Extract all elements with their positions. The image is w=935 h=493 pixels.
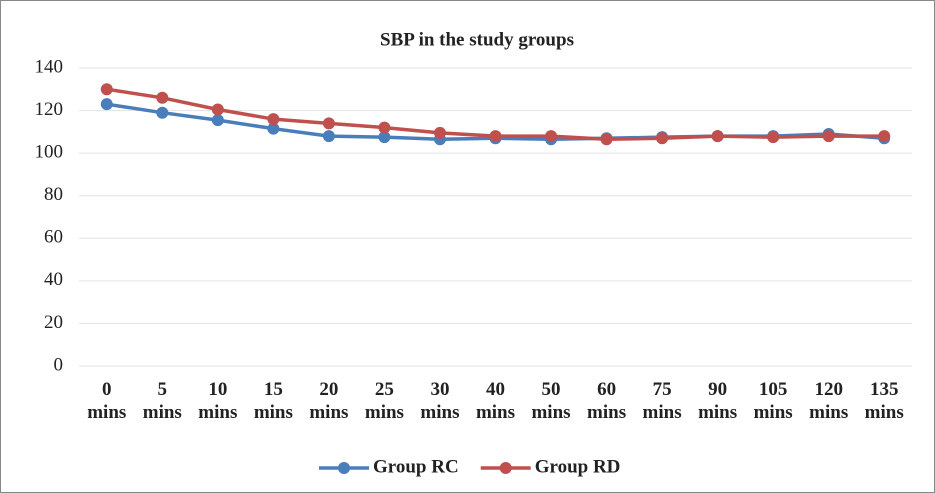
point <box>267 113 280 126</box>
point <box>211 114 224 127</box>
y-tick-label: 60 <box>44 227 63 248</box>
point <box>100 83 113 96</box>
point <box>156 91 169 104</box>
x-tick-label: 25 mins <box>364 379 404 423</box>
chart-title: SBP in the study groups <box>380 29 574 50</box>
point <box>545 130 558 143</box>
x-tick-label: 30 mins <box>420 379 460 423</box>
y-tick-label: 40 <box>44 269 63 290</box>
x-tick-label: 15 mins <box>253 379 293 423</box>
point <box>489 130 502 143</box>
point <box>767 131 780 144</box>
point <box>656 132 669 145</box>
x-tick-label: 75 mins <box>642 379 682 423</box>
point <box>433 126 446 139</box>
x-tick-label: 5 mins <box>142 379 182 423</box>
x-tick-label: 50 mins <box>531 379 571 423</box>
y-tick-label: 140 <box>35 56 64 77</box>
point <box>211 103 224 116</box>
point <box>156 106 169 119</box>
point <box>822 130 835 143</box>
legend-marker <box>499 462 512 474</box>
x-tick-label: 60 mins <box>587 379 627 423</box>
x-tick-label: 0 mins <box>87 379 127 423</box>
point <box>267 122 280 135</box>
point <box>100 98 113 111</box>
x-tick-label: 40 mins <box>475 379 516 423</box>
y-tick-label: 80 <box>44 184 63 205</box>
y-tick-label: 100 <box>35 142 64 163</box>
point <box>878 130 891 143</box>
legend-label: Group RD <box>535 456 621 477</box>
point <box>322 130 335 143</box>
x-tick-label: 135 mins <box>864 379 904 423</box>
x-tick-label: 20 mins <box>309 379 349 423</box>
point <box>600 133 613 146</box>
legend-label: Group RC <box>373 456 459 477</box>
point <box>322 117 335 130</box>
x-tick-label: 120 mins <box>809 379 849 423</box>
legend-marker <box>338 462 350 474</box>
y-tick-label: 0 <box>54 354 64 375</box>
y-tick-label: 120 <box>35 99 64 120</box>
point <box>711 130 724 143</box>
y-tick-label: 20 <box>44 312 63 333</box>
point <box>378 121 391 134</box>
x-tick-label: 105 mins <box>753 379 793 423</box>
x-tick-label: 90 mins <box>698 379 738 423</box>
point <box>378 131 391 144</box>
x-tick-label: 10 mins <box>198 379 238 423</box>
